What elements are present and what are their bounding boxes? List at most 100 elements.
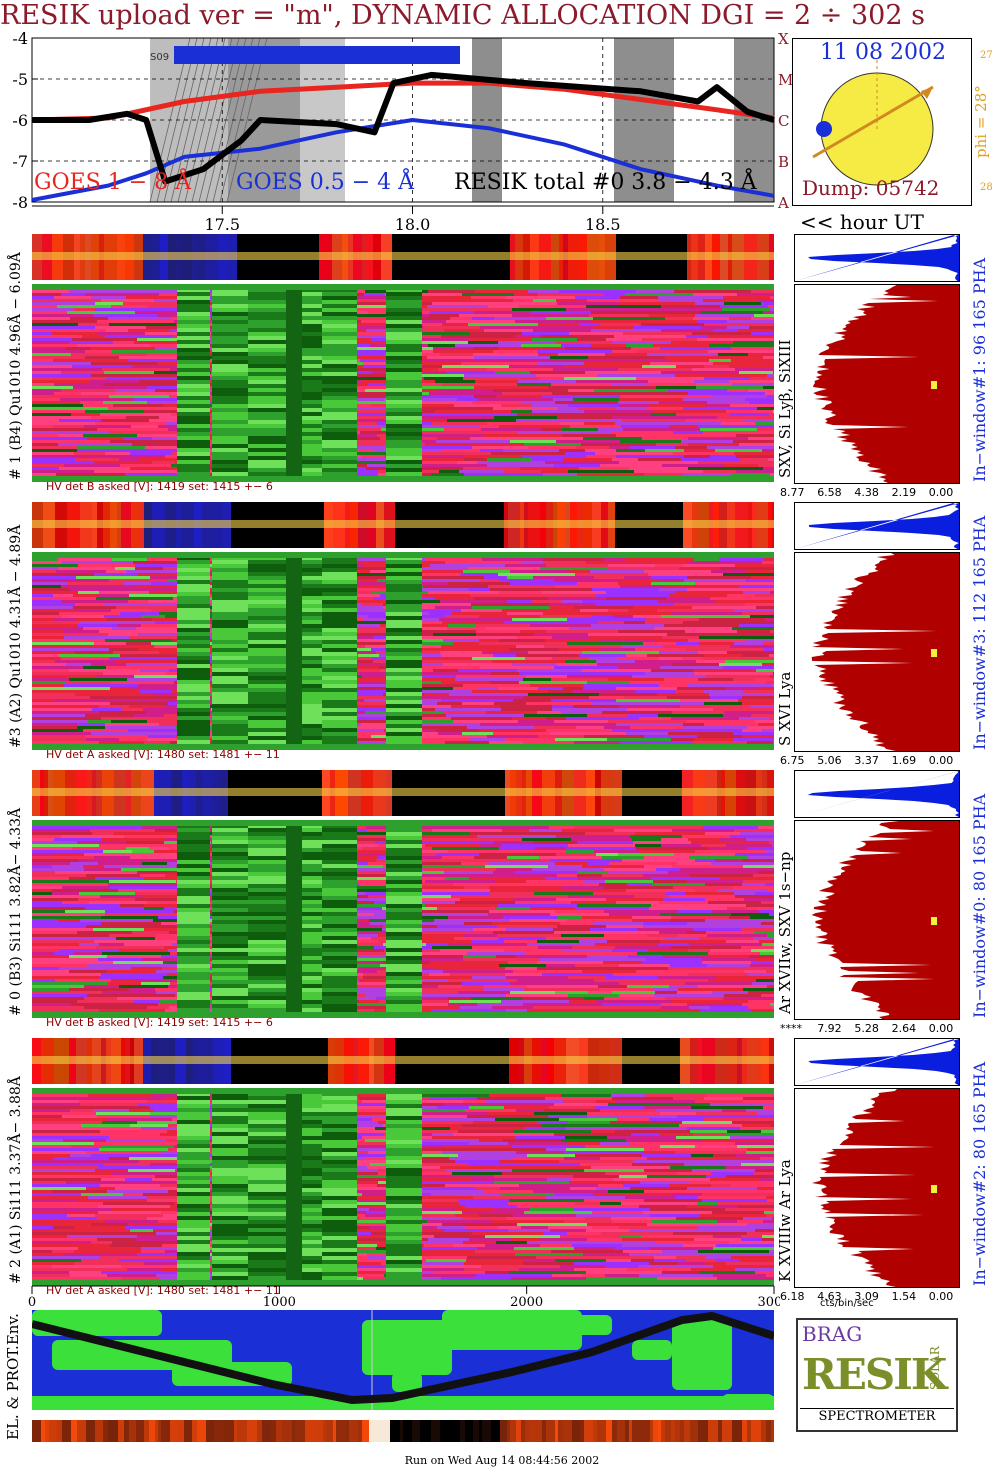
spectrum-row <box>664 678 698 681</box>
spectrum-row <box>749 326 774 329</box>
spectrum-row <box>63 1139 106 1142</box>
spectrum-row <box>685 648 744 651</box>
spectrum-row <box>77 344 150 347</box>
lightcurve-strip <box>32 1038 774 1084</box>
spectrum-row <box>55 871 92 874</box>
spectrum-row <box>440 949 504 952</box>
spectrum-row <box>32 1151 86 1154</box>
spectrum-row <box>462 696 524 699</box>
spectrum-row <box>687 1127 740 1130</box>
green-block <box>212 912 248 916</box>
spectrum-row <box>605 1172 677 1175</box>
spectrum-row <box>561 344 591 347</box>
spectrum-row <box>78 591 99 594</box>
spectrum-row <box>32 416 91 419</box>
spectrum-row <box>567 642 643 645</box>
green-block <box>177 740 210 744</box>
spectrum-row <box>32 591 78 594</box>
spectrum-row <box>509 365 564 368</box>
spectrum-row <box>673 1097 704 1100</box>
spectrum-row <box>80 401 103 404</box>
spectrum-row <box>420 452 491 455</box>
spectrum-row <box>86 874 140 877</box>
green-block <box>292 368 322 372</box>
spectrum-row <box>468 567 540 570</box>
spectrum-row <box>513 1157 564 1160</box>
spectrum-row <box>415 1154 458 1157</box>
green-block <box>292 328 322 332</box>
spectrum-row <box>53 425 84 428</box>
spectrum-row <box>398 835 477 838</box>
spectrum-row <box>327 838 392 841</box>
spectrum-row <box>760 687 774 690</box>
green-block <box>386 916 422 920</box>
green-block <box>322 996 357 1000</box>
spectrum-row <box>32 1157 53 1160</box>
spectrum-row <box>32 636 64 639</box>
spectrum-row <box>411 681 441 684</box>
spectrum-row <box>668 389 727 392</box>
spectrum-row <box>94 470 161 473</box>
spectrum-row <box>534 1112 587 1115</box>
spectrum-row <box>32 1000 77 1003</box>
spectrum-row <box>132 850 154 853</box>
hist-tick-label: 7.92 <box>817 1022 842 1035</box>
spectrum-row <box>676 413 730 416</box>
green-block <box>322 916 357 920</box>
green-block <box>292 1008 322 1012</box>
spectrum-row <box>705 898 744 901</box>
spectrum-row <box>105 335 173 338</box>
green-block <box>248 396 286 400</box>
spectrum-row <box>703 657 774 660</box>
spectrum-row <box>135 585 191 588</box>
green-block <box>386 628 422 632</box>
spectrum-row <box>139 380 181 383</box>
spectrum-row <box>561 886 603 889</box>
green-block <box>386 912 422 916</box>
green-block <box>322 324 357 328</box>
spectrum-row <box>190 696 233 699</box>
spectrum-row <box>658 296 723 299</box>
green-block <box>292 448 322 452</box>
spectrum-row <box>747 847 774 850</box>
spectrum-row <box>516 1109 544 1112</box>
spectrum-row <box>32 434 58 437</box>
green-block <box>386 352 422 356</box>
spectrum-row <box>425 443 494 446</box>
spectrum-row <box>697 320 727 323</box>
spectrum-row <box>32 985 84 988</box>
spectrum-row <box>748 1006 772 1009</box>
green-block <box>177 688 210 692</box>
spectrum-row <box>460 898 513 901</box>
green-block <box>292 668 322 672</box>
spectrum-row <box>32 916 101 919</box>
spectrum-row <box>110 886 178 889</box>
spectrum-row <box>400 964 465 967</box>
spectrum-row <box>32 717 101 720</box>
spectrum-row <box>768 458 774 461</box>
green-block <box>386 852 422 856</box>
spectrum-row <box>602 874 643 877</box>
green-block <box>292 324 322 328</box>
spectrum-row <box>32 874 86 877</box>
green-block <box>177 972 210 976</box>
spectrum-row <box>699 618 765 621</box>
spectrum-row <box>659 651 698 654</box>
spectrum-row <box>429 314 459 317</box>
green-block <box>322 852 357 856</box>
spectrum-row <box>32 925 86 928</box>
green-block <box>386 848 422 852</box>
spectrum-row <box>129 1157 200 1160</box>
spectrum-row <box>594 576 624 579</box>
spectrum-row <box>587 681 630 684</box>
spectrum-row <box>625 558 655 561</box>
green-block <box>386 896 422 900</box>
spectrum-row <box>77 931 132 934</box>
spectrum-row <box>153 693 179 696</box>
spectrum-row <box>523 678 551 681</box>
spectrum-row <box>504 437 583 440</box>
spectrum-row <box>743 690 771 693</box>
spectrum-row <box>721 422 755 425</box>
green-block <box>212 976 248 980</box>
